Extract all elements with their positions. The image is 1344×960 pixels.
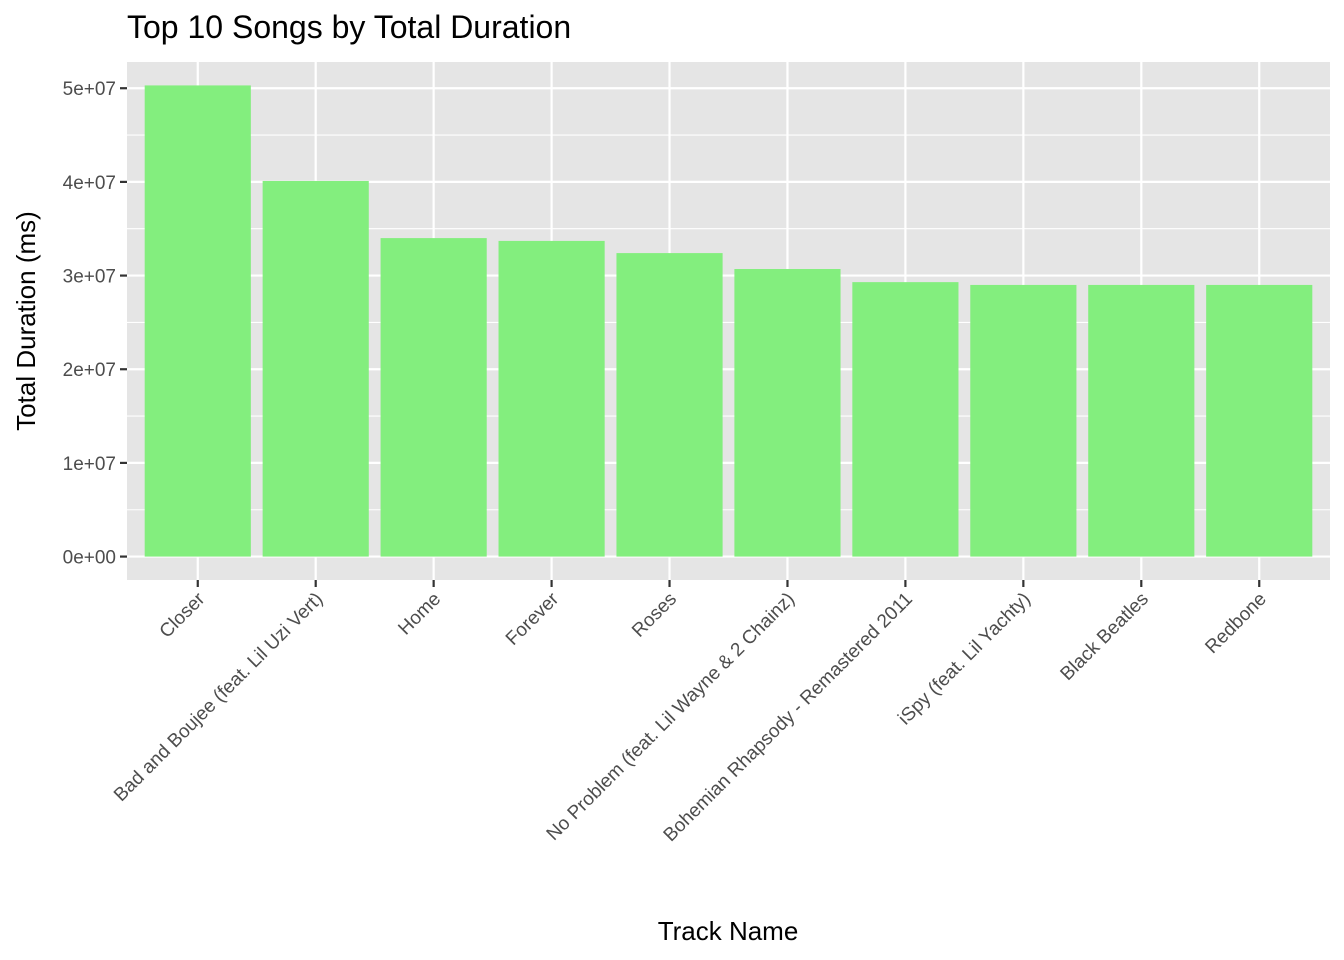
bar bbox=[852, 282, 959, 557]
x-tick-label: Closer bbox=[156, 588, 210, 642]
bar bbox=[616, 253, 723, 557]
bars bbox=[144, 85, 1313, 557]
y-tick-label: 2e+07 bbox=[63, 360, 116, 381]
bar bbox=[970, 284, 1077, 557]
x-tick-label: Home bbox=[394, 589, 445, 640]
y-tick-label: 5e+07 bbox=[63, 79, 116, 100]
chart-title: Top 10 Songs by Total Duration bbox=[127, 9, 571, 45]
y-tick-label: 1e+07 bbox=[63, 454, 116, 475]
x-tick-label: Black Beatles bbox=[1057, 589, 1153, 685]
y-tick-label: 0e+00 bbox=[63, 548, 116, 569]
y-axis: 0e+00 1e+07 2e+07 3e+07 4e+07 5e+07 bbox=[63, 79, 127, 569]
x-tick-label: Bad and Boujee (feat. Lil Uzi Vert) bbox=[110, 589, 327, 806]
y-tick-label: 3e+07 bbox=[63, 267, 116, 288]
bar bbox=[262, 180, 369, 557]
bar bbox=[734, 269, 841, 557]
y-axis-title: Total Duration (ms) bbox=[11, 211, 41, 431]
y-tick-label: 4e+07 bbox=[63, 173, 116, 194]
x-axis-title: Track Name bbox=[658, 916, 799, 946]
x-tick-label: iSpy (feat. Lil Yachty) bbox=[894, 589, 1035, 730]
x-tick-label: Roses bbox=[628, 589, 681, 642]
bar bbox=[144, 85, 251, 557]
bar bbox=[1088, 284, 1195, 557]
x-tick-label: Redbone bbox=[1201, 589, 1270, 658]
bar bbox=[380, 238, 487, 557]
bar bbox=[498, 240, 605, 557]
x-tick-label: Forever bbox=[502, 588, 564, 650]
x-tick-label: Bohemian Rhapsody - Remastered 2011 bbox=[660, 589, 917, 846]
x-tick-label: No Problem (feat. Lil Wayne & 2 Chainz) bbox=[543, 589, 799, 845]
bar bbox=[1206, 284, 1313, 557]
